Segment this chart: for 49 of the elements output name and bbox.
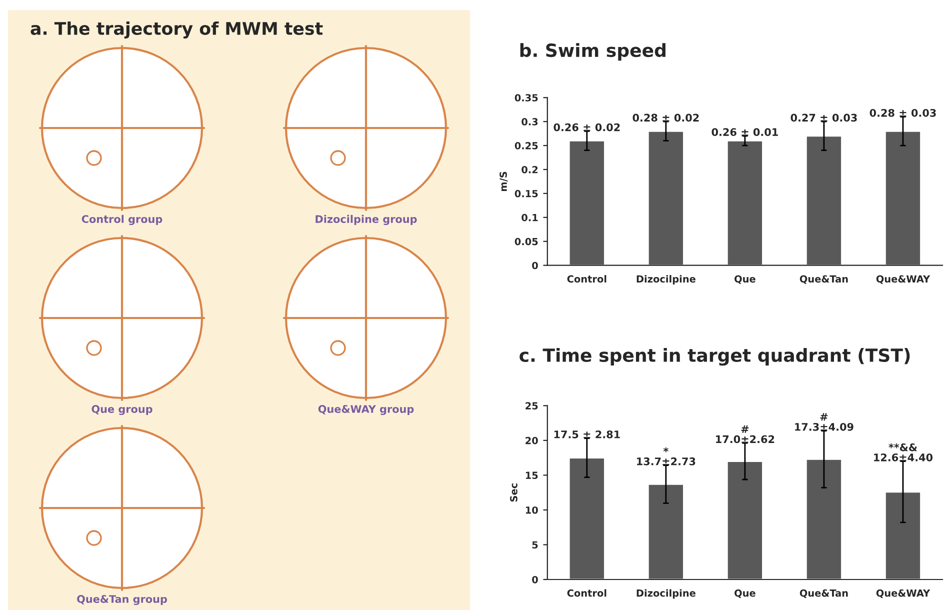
data-label: 0.28 ± 0.02 bbox=[632, 114, 699, 122]
text: a. The trajectory of MWM test bbox=[30, 22, 323, 38]
bar bbox=[726, 460, 764, 580]
x-tick-label: Control bbox=[567, 589, 606, 597]
x-tick-label: Que&WAY bbox=[876, 275, 930, 284]
data-label: 0.26 ± 0.02 bbox=[554, 123, 620, 132]
data-label: **&& 12.6±4.40 bbox=[874, 443, 933, 462]
y-tick-label: 0.15 bbox=[514, 190, 538, 198]
text: Que&Tan group bbox=[77, 595, 167, 606]
x-tick-label: Dizocilpine bbox=[636, 275, 696, 284]
x-tick-label: Que&Tan bbox=[800, 589, 848, 598]
y-tick-label: 5 bbox=[532, 541, 538, 549]
y-axis-title: m/S bbox=[500, 172, 508, 192]
x-tick-label: Que bbox=[734, 275, 756, 284]
text: Que group bbox=[92, 405, 152, 416]
y-axis-title: Sec bbox=[510, 484, 518, 502]
y-tick-label: 0 bbox=[532, 576, 538, 584]
bar bbox=[568, 457, 606, 580]
text: Que&WAY group bbox=[318, 405, 414, 416]
bar bbox=[884, 491, 922, 580]
text: Dizocilpine group bbox=[316, 214, 417, 226]
data-label: * 13.7±2.73 bbox=[637, 447, 696, 466]
chart-title: b. Swim speed bbox=[520, 43, 666, 61]
y-tick-label: 20 bbox=[526, 436, 538, 444]
y-tick-label: 0.25 bbox=[514, 142, 538, 150]
x-tick-label: Que&WAY bbox=[876, 589, 930, 598]
chart-title: c. Time spent in target quadrant (TST) bbox=[520, 348, 910, 366]
data-label: # 17.3±4.09 bbox=[795, 413, 854, 431]
x-tick-label: Que bbox=[734, 589, 756, 598]
x-tick-label: Dizocilpine bbox=[636, 589, 696, 599]
y-tick-label: 0.1 bbox=[522, 214, 538, 222]
bar bbox=[647, 484, 684, 580]
y-tick-label: 0.35 bbox=[514, 94, 538, 102]
y-tick-label: 15 bbox=[526, 472, 538, 480]
data-label: 0.28 ± 0.03 bbox=[870, 108, 936, 117]
bar bbox=[805, 458, 842, 580]
y-tick-label: 0.05 bbox=[514, 238, 538, 246]
y-tick-label: 0 bbox=[532, 262, 538, 270]
y-tick-label: 10 bbox=[526, 506, 538, 514]
x-tick-label: Control bbox=[567, 275, 606, 283]
y-tick-label: 0.2 bbox=[522, 166, 538, 174]
y-tick-label: 0.3 bbox=[522, 118, 538, 126]
y-tick-label: 25 bbox=[526, 402, 538, 410]
data-label: # 17.0±2.62 bbox=[716, 425, 774, 444]
data-label: 17.5 ± 2.81 bbox=[554, 430, 620, 438]
data-label: 0.27 ± 0.03 bbox=[790, 114, 857, 122]
text: Control group bbox=[82, 214, 162, 226]
data-label: 0.26 ± 0.01 bbox=[712, 128, 778, 136]
x-tick-label: Que&Tan bbox=[800, 275, 848, 284]
